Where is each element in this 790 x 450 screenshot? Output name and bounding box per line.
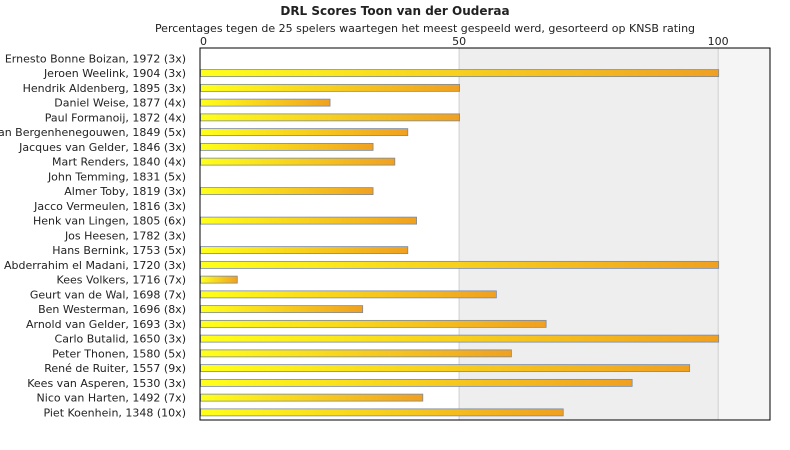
category-label: van Bergenhenegouwen, 1849 (5x) xyxy=(0,126,186,139)
chart-subtitle: Percentages tegen de 25 spelers waartege… xyxy=(154,22,696,35)
bar xyxy=(200,157,396,166)
bar xyxy=(200,378,633,387)
x-tick-label-100: 100 xyxy=(708,35,729,48)
category-label: Geurt van de Wal, 1698 (7x) xyxy=(30,288,186,301)
category-label: Peter Thonen, 1580 (5x) xyxy=(52,347,186,360)
category-label: Carlo Butalid, 1650 (3x) xyxy=(55,333,186,346)
bar xyxy=(200,364,691,373)
category-label: Hendrik Aldenberg, 1895 (3x) xyxy=(23,82,186,95)
bar xyxy=(200,319,547,328)
chart-title: DRL Scores Toon van der Ouderaa xyxy=(280,4,510,18)
category-label: Jos Heesen, 1782 (3x) xyxy=(64,229,186,242)
plot-band-100-plus xyxy=(718,48,770,420)
bar xyxy=(200,216,417,225)
bar xyxy=(200,246,409,255)
bar xyxy=(200,260,720,269)
category-label: Nico van Harten, 1492 (7x) xyxy=(37,392,186,405)
category-label: Ernesto Bonne Boizan, 1972 (3x) xyxy=(5,52,186,65)
category-label: Arnold van Gelder, 1693 (3x) xyxy=(26,318,186,331)
category-label: Jacques van Gelder, 1846 (3x) xyxy=(18,141,186,154)
bar xyxy=(200,305,364,314)
category-label: Almer Toby, 1819 (3x) xyxy=(64,185,186,198)
category-label: Abderrahim el Madani, 1720 (3x) xyxy=(4,259,186,272)
bar xyxy=(200,393,424,402)
category-label: Piet Koenhein, 1348 (10x) xyxy=(43,406,186,419)
plot-border xyxy=(199,47,771,421)
bar xyxy=(200,98,331,107)
category-label: Kees Volkers, 1716 (7x) xyxy=(57,274,186,287)
category-label: René de Ruiter, 1557 (9x) xyxy=(44,362,186,375)
category-label: Jeroen Weelink, 1904 (3x) xyxy=(43,67,186,80)
category-label: Kees van Asperen, 1530 (3x) xyxy=(27,377,186,390)
bar xyxy=(200,275,238,284)
bar xyxy=(200,290,497,299)
x-tick-label-0: 0 xyxy=(200,35,207,48)
bar xyxy=(200,83,460,92)
bar xyxy=(200,187,374,196)
category-label: Paul Formanoij, 1872 (4x) xyxy=(45,111,186,124)
bar xyxy=(200,142,374,151)
x-tick-label-50: 50 xyxy=(452,35,466,48)
bar xyxy=(200,128,409,137)
bar xyxy=(200,113,460,122)
category-label: Jacco Vermeulen, 1816 (3x) xyxy=(33,200,186,213)
category-label: Mart Renders, 1840 (4x) xyxy=(52,156,186,169)
bar xyxy=(200,408,564,417)
category-label: Hans Bernink, 1753 (5x) xyxy=(52,244,186,257)
category-label: John Temming, 1831 (5x) xyxy=(47,170,186,183)
category-label: Daniel Weise, 1877 (4x) xyxy=(54,97,186,110)
category-label: Henk van Lingen, 1805 (6x) xyxy=(33,215,186,228)
bar xyxy=(200,334,720,343)
plot-band-50-100 xyxy=(459,48,719,420)
category-label: Ben Westerman, 1696 (8x) xyxy=(38,303,186,316)
bar xyxy=(200,349,512,358)
bar xyxy=(200,69,720,78)
